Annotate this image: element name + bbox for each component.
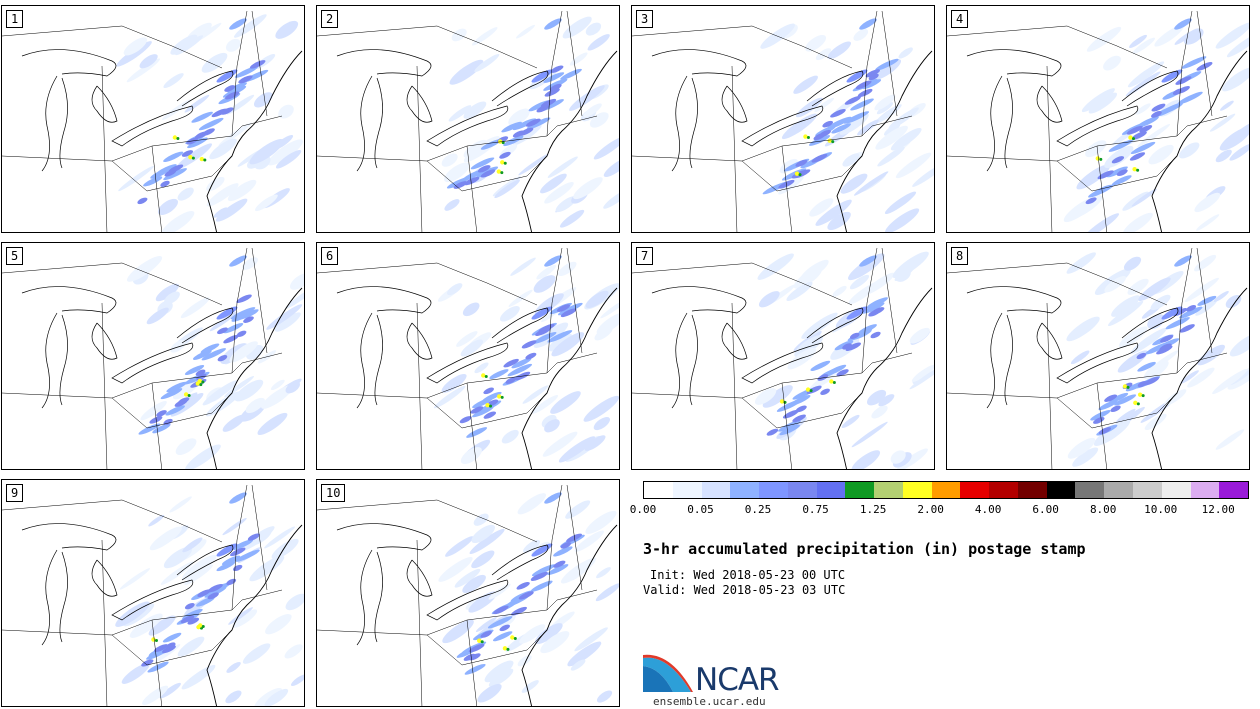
precipitation-map — [317, 247, 619, 469]
colorbar-swatch — [902, 482, 932, 498]
colorbar-swatch — [787, 482, 817, 498]
panel-number-label: 10 — [321, 484, 346, 502]
site-url: ensemble.ucar.edu — [653, 695, 766, 708]
ncar-logo-icon — [643, 654, 693, 692]
panel-number-label: 1 — [6, 10, 24, 28]
chart-title: 3-hr accumulated precipitation (in) post… — [643, 540, 1086, 558]
colorbar-swatch — [1219, 482, 1249, 498]
colorbar-swatch — [1046, 482, 1076, 498]
colorbar-tick-label: 6.00 — [1032, 503, 1059, 516]
precipitation-map — [2, 247, 304, 469]
colorbar-swatch — [816, 482, 846, 498]
colorbar-tick-label: 0.75 — [802, 503, 829, 516]
precipitation-map — [632, 10, 934, 232]
colorbar-swatch — [931, 482, 961, 498]
init-time: Init: Wed 2018-05-23 00 UTC — [650, 568, 846, 582]
precipitation-colorbar — [643, 481, 1249, 499]
map-panel-10: 10 — [316, 479, 620, 707]
panel-number-label: 5 — [6, 247, 24, 265]
map-panel-4: 4 — [946, 5, 1250, 233]
colorbar-swatch — [1190, 482, 1220, 498]
map-panel-2: 2 — [316, 5, 620, 233]
colorbar-swatch — [874, 482, 903, 498]
precipitation-map — [317, 10, 619, 232]
colorbar-tick-label: 10.00 — [1144, 503, 1178, 516]
colorbar-swatch — [759, 482, 788, 498]
panel-number-label: 7 — [636, 247, 654, 265]
map-panel-7: 7 — [631, 242, 935, 470]
colorbar-swatch — [1104, 482, 1134, 498]
panel-number-label: 8 — [951, 247, 969, 265]
map-panel-9: 9 — [1, 479, 305, 707]
valid-time: Valid: Wed 2018-05-23 03 UTC — [643, 583, 846, 597]
precipitation-map — [2, 484, 304, 706]
ncar-logo-text: NCAR — [695, 662, 780, 698]
colorbar-tick-label: 0.25 — [744, 503, 772, 516]
precipitation-map — [947, 247, 1249, 469]
colorbar-tick-label: 8.00 — [1089, 503, 1117, 516]
map-panel-1: 1 — [1, 5, 305, 233]
panel-number-label: 2 — [321, 10, 339, 28]
colorbar-swatch — [730, 482, 760, 498]
colorbar-swatch — [1161, 482, 1191, 498]
panel-number-label: 3 — [636, 10, 654, 28]
colorbar-tick-label: 1.25 — [859, 503, 887, 516]
colorbar-swatch — [960, 482, 990, 498]
panel-number-label: 6 — [321, 247, 339, 265]
map-panel-3: 3 — [631, 5, 935, 233]
map-panel-5: 5 — [1, 242, 305, 470]
colorbar-swatch — [644, 482, 673, 498]
colorbar-tick-label: 4.00 — [974, 503, 1002, 516]
panel-number-label: 4 — [951, 10, 969, 28]
precipitation-map — [2, 10, 303, 232]
precipitation-map — [317, 484, 619, 706]
colorbar-tick-label: 0.05 — [687, 503, 714, 516]
panel-number-label: 9 — [6, 484, 24, 502]
colorbar-swatch — [845, 482, 875, 498]
colorbar-swatch — [701, 482, 731, 498]
colorbar-swatch — [1017, 482, 1047, 498]
precipitation-map — [632, 247, 934, 469]
colorbar-swatch — [672, 482, 702, 498]
colorbar-tick-label: 12.00 — [1201, 503, 1235, 516]
map-panel-6: 6 — [316, 242, 620, 470]
map-panel-8: 8 — [946, 242, 1250, 470]
precipitation-map — [947, 10, 1249, 232]
colorbar-tick-labels: 0.00 0.05 0.25 0.75 1.25 2.00 4.00 6.00 8.00 10.0… — [630, 503, 1249, 519]
colorbar-swatch — [1133, 482, 1162, 498]
colorbar-swatch — [989, 482, 1018, 498]
colorbar-tick-label: 2.00 — [917, 503, 944, 516]
colorbar-swatch — [1075, 482, 1105, 498]
colorbar-tick-label: 0.00 — [629, 503, 657, 516]
